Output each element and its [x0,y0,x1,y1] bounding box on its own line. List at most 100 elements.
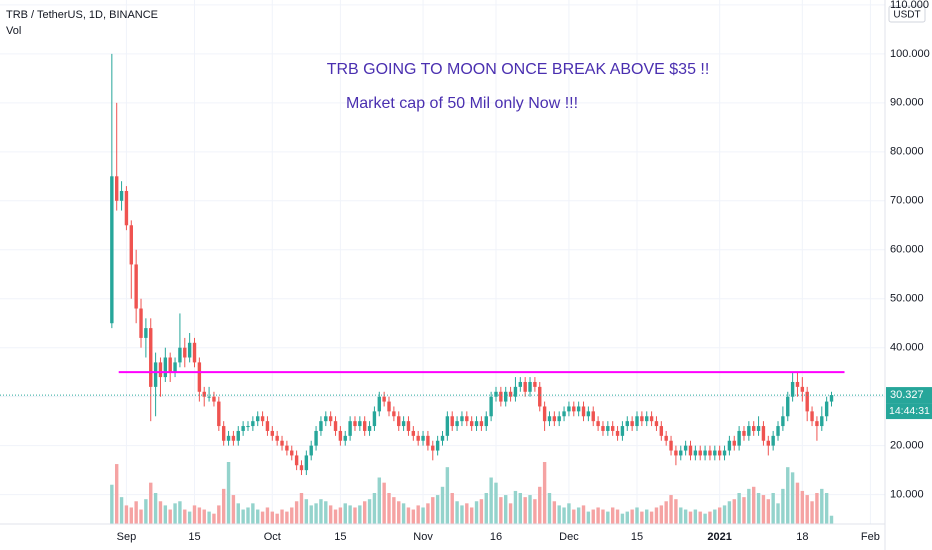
candle-body [197,362,202,392]
candle-body [610,426,615,431]
candle-body [202,391,206,397]
volume-bar [795,482,800,524]
candle-body [377,396,381,412]
candle-body [333,421,338,431]
candle-body [290,450,294,456]
candle-body [504,391,508,402]
candle-body [698,450,702,456]
candle-body [207,396,211,398]
candle-body [625,421,629,427]
volume-bar [669,495,673,524]
volume-bar [236,503,240,524]
countdown: 14:44:31 [889,405,930,417]
volume-bar [649,511,654,524]
x-tick-label: 15 [631,531,643,543]
chart-title: TRB / TetherUS, 1D, BINANCE [6,9,158,21]
candle-body [299,465,304,471]
candle-body [426,435,430,446]
candle-body [508,391,513,397]
volume-bar [800,490,805,524]
x-tick-label: Sep [117,531,137,543]
candle-body [304,455,309,471]
volume-bar [440,486,445,524]
volume-bar [119,497,124,524]
volume-bar [489,477,493,524]
volume-bar [217,505,221,524]
y-tick-label: 60.000 [890,244,924,256]
candle-body [187,342,192,358]
candle-body [649,416,654,422]
volume-bar [484,493,488,524]
volume-bar [562,507,566,524]
volume-bar [620,513,625,524]
candle-body [226,435,231,441]
volume-bar [567,503,571,524]
currency-box[interactable] [888,5,926,23]
x-tick-label: Feb [861,531,880,543]
volume-bar [372,493,377,524]
candle-body [192,342,197,363]
volume-bar [144,499,148,524]
x-tick-label: Nov [413,531,433,543]
candle-body [362,421,367,431]
volume-bar [115,464,119,524]
volume-bar [790,472,795,524]
candle-body [669,440,673,451]
volume-bar [445,467,450,524]
volume-bar [314,503,318,524]
candle-body [435,440,440,451]
volume-bar [251,503,255,524]
candle-body [275,435,279,441]
volume-bar [353,507,357,524]
candle-body [411,430,416,436]
volume-bar [124,505,129,524]
volume-bar [766,499,770,524]
volume-bar [241,509,245,524]
volume-layer [110,462,834,524]
volume-bar [207,511,211,524]
volume-bar [304,499,309,524]
volume-bar [761,495,766,524]
volume-bar [431,497,435,524]
candle-body [367,426,372,431]
candle-body [810,411,814,422]
candle-body [348,421,352,436]
volume-bar [752,486,756,524]
candle-body [314,430,318,446]
volume-bar [737,493,741,524]
volume-bar [221,488,226,524]
volume-bar [518,493,523,524]
candle-body [737,430,741,446]
candle-body [455,421,459,427]
volume-bar [781,488,785,524]
volume-bar [333,509,338,524]
candle-body [824,401,829,417]
volume-bar [679,507,683,524]
candle-body [479,421,484,427]
volume-bar [212,513,216,524]
volume-bar [747,488,751,524]
volume-bar [270,511,275,524]
volume-bar [664,501,668,524]
volume-bar [197,507,202,524]
volume-bar [572,509,576,524]
volume-bar [708,511,712,524]
volume-bar [786,467,790,524]
volume-bar [168,509,172,524]
candle-body [236,430,240,441]
candle-body [431,445,435,451]
candle-body [309,445,313,456]
y-tick-label: 70.000 [890,195,924,207]
candle-body [781,416,785,427]
volume-bar [683,509,688,524]
volume-bar [294,501,299,524]
candle-body [635,416,639,427]
y-tick-label: 90.000 [890,97,924,109]
candle-body [153,362,158,387]
volume-bar [693,509,698,524]
candle-body [217,401,221,427]
volume-bar [727,501,732,524]
volume-bar [280,509,284,524]
candle-body [664,435,668,441]
candle-body [528,381,532,392]
